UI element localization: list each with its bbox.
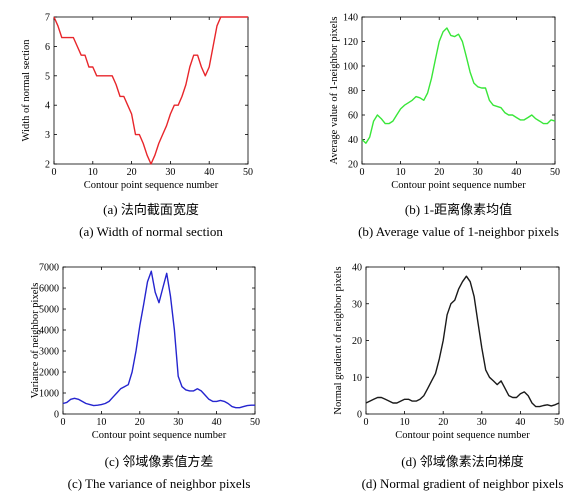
y-tick-label: 2: [45, 160, 50, 171]
caption-chinese: (a) 法向截面宽度: [103, 202, 199, 217]
x-axis-label: Contour point sequence number: [84, 180, 219, 191]
x-tick-label: 0: [360, 167, 365, 178]
x-axis-label: Contour point sequence number: [92, 430, 227, 441]
y-axis-label: Variance of neighbor pixels: [30, 283, 41, 399]
x-tick-label: 10: [96, 417, 106, 428]
y-tick-label: 7: [45, 13, 50, 24]
caption-english: (b) Average value of 1-neighbor pixels: [358, 224, 559, 239]
x-tick-label: 20: [434, 167, 444, 178]
x-tick-label: 40: [511, 167, 521, 178]
x-tick-label: 30: [477, 417, 487, 428]
y-tick-label: 2000: [39, 368, 59, 379]
x-tick-label: 0: [61, 417, 66, 428]
y-tick-label: 0: [54, 410, 59, 421]
x-tick-label: 50: [554, 417, 564, 428]
y-tick-label: 80: [348, 86, 358, 97]
y-tick-label: 140: [343, 13, 358, 24]
data-series-line: [365, 275, 560, 408]
x-tick-label: 10: [396, 167, 406, 178]
plot-frame: [365, 266, 560, 415]
caption-english: (d) Normal gradient of neighbor pixels: [362, 476, 564, 491]
x-axis-label: Contour point sequence number: [391, 180, 526, 191]
y-tick-label: 4: [45, 101, 50, 112]
chart-panel-d: 0 10 20 30 40 50 0 10 20 30 40 Contour point sequen…: [333, 263, 564, 492]
caption-english: (c) The variance of neighbor pixels: [68, 476, 251, 491]
caption-chinese: (c) 邻域像素值方差: [105, 454, 214, 469]
y-tick-label: 0: [357, 410, 362, 421]
y-tick-label: 20: [352, 336, 362, 347]
x-tick-label: 40: [515, 417, 525, 428]
caption-chinese: (b) 1-距离像素均值: [405, 202, 512, 217]
caption-chinese: (d) 邻域像素法向梯度: [401, 454, 523, 469]
y-tick-label: 7000: [39, 263, 59, 274]
x-tick-label: 0: [364, 417, 369, 428]
plot-frame: [62, 266, 256, 415]
y-tick-label: 6000: [39, 284, 59, 295]
x-tick-label: 30: [165, 167, 175, 178]
chart-panel-c: 0 10 20 30 40 50 0 1000 2000 3000 4000 5000 6000 7000…: [30, 263, 260, 492]
caption-english: (a) Width of normal section: [79, 224, 223, 239]
x-tick-label: 50: [250, 417, 260, 428]
x-tick-label: 10: [400, 417, 410, 428]
x-tick-label: 20: [438, 417, 448, 428]
y-tick-label: 5: [45, 71, 50, 82]
x-axis-label: Contour point sequence number: [395, 430, 530, 441]
chart-panel-b: 0 10 20 30 40 50 20 40 60 80 100 120 140 Contour poin…: [329, 13, 560, 240]
y-tick-label: 40: [352, 263, 362, 274]
y-tick-label: 4000: [39, 326, 59, 337]
y-tick-label: 6: [45, 42, 50, 53]
y-axis-label: Average value of 1-neighbor pixels: [329, 17, 340, 165]
x-tick-label: 40: [212, 417, 222, 428]
x-tick-label: 40: [204, 167, 214, 178]
y-tick-label: 20: [348, 160, 358, 171]
plot-frame: [53, 16, 249, 165]
y-axis-label: Normal gradient of neighbor pixels: [333, 266, 344, 414]
x-tick-label: 50: [243, 167, 253, 178]
y-tick-label: 60: [348, 111, 358, 122]
x-tick-label: 30: [173, 417, 183, 428]
data-series-line: [361, 27, 556, 144]
y-tick-label: 30: [352, 299, 362, 310]
y-tick-label: 100: [343, 62, 358, 73]
chart-panel-a: 0 10 20 30 40 50 2 3 4 5 6 7 Contour point sequence …: [21, 13, 253, 240]
x-tick-label: 30: [473, 167, 483, 178]
y-tick-label: 3000: [39, 347, 59, 358]
x-tick-label: 10: [88, 167, 98, 178]
x-tick-label: 20: [135, 417, 145, 428]
y-tick-label: 1000: [39, 389, 59, 400]
y-tick-label: 5000: [39, 305, 59, 316]
y-tick-label: 40: [348, 135, 358, 146]
x-tick-label: 50: [550, 167, 560, 178]
data-series-line: [53, 16, 248, 165]
data-series-line: [62, 270, 255, 409]
y-tick-label: 3: [45, 130, 50, 141]
y-axis-label: Width of normal section: [21, 39, 32, 142]
plot-frame: [361, 16, 556, 165]
x-tick-label: 20: [127, 167, 137, 178]
y-tick-label: 120: [343, 37, 358, 48]
y-tick-label: 10: [352, 373, 362, 384]
x-tick-label: 0: [52, 167, 57, 178]
